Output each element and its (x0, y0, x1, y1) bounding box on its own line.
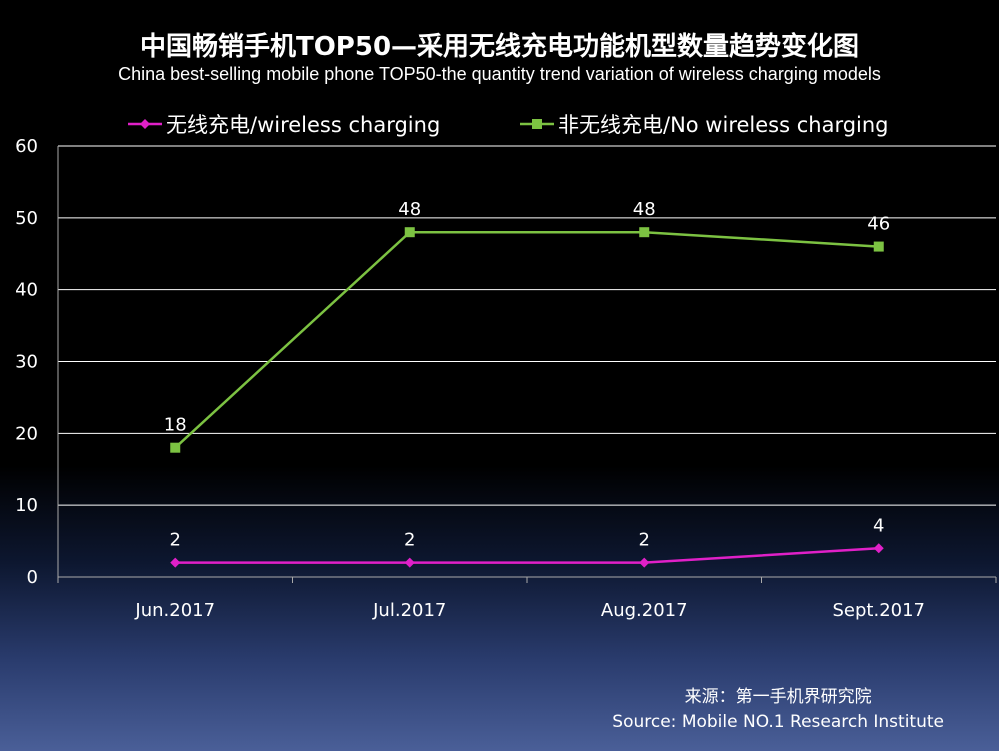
data-label-wireless: 4 (873, 515, 884, 536)
legend-item-wireless: 无线充电/wireless charging (128, 110, 440, 138)
data-label-no_wireless: 46 (867, 214, 890, 235)
data-point-wireless (170, 557, 181, 568)
data-point-no_wireless (873, 241, 884, 252)
chart-title: 中国畅销手机TOP50—采用无线充电功能机型数量趋势变化图 (139, 32, 860, 62)
data-label-no_wireless: 48 (633, 199, 656, 220)
data-label-wireless: 2 (404, 530, 415, 551)
x-tick-label: Sept.2017 (832, 600, 925, 621)
y-tick-label: 40 (15, 280, 38, 301)
series-line-no_wireless (174, 230, 879, 449)
y-tick-label: 20 (15, 423, 38, 444)
y-tick-label: 50 (15, 208, 38, 229)
data-label-wireless: 2 (170, 530, 181, 551)
data-point-wireless (404, 557, 415, 568)
y-tick-label: 10 (15, 495, 38, 516)
data-point-no_wireless (404, 227, 415, 238)
data-point-wireless (639, 557, 650, 568)
source-line-en: Source: Mobile NO.1 Research Institute (612, 712, 944, 732)
data-point-no_wireless (639, 227, 650, 238)
data-point-wireless (873, 543, 884, 554)
data-label-wireless: 2 (639, 530, 650, 551)
legend-marker-diamond-icon (128, 119, 162, 129)
data-point-no_wireless (170, 442, 181, 453)
legend: 无线充电/wireless charging 非无线充电/No wireless… (0, 110, 999, 138)
chart-subtitle: China best-selling mobile phone TOP50-th… (118, 64, 881, 84)
y-tick-label: 60 (15, 136, 38, 157)
legend-label-wireless: 无线充电/wireless charging (166, 113, 441, 137)
source-line-cn: 来源：第一手机界研究院 (684, 687, 872, 707)
data-label-no_wireless: 48 (398, 199, 421, 220)
x-tick-label: Jun.2017 (134, 600, 215, 621)
series-line-wireless (175, 547, 879, 564)
legend-item-no-wireless: 非无线充电/No wireless charging (520, 110, 889, 138)
legend-label-no-wireless: 非无线充电/No wireless charging (558, 113, 889, 137)
source-note: 来源：第一手机界研究院 Source: Mobile NO.1 Research… (612, 685, 944, 735)
x-tick-label: Jul.2017 (372, 600, 446, 621)
legend-marker-square-icon (520, 119, 554, 129)
data-label-no_wireless: 18 (164, 415, 187, 436)
y-tick-label: 30 (15, 352, 38, 373)
x-tick-label: Aug.2017 (601, 600, 688, 621)
y-tick-label: 0 (27, 567, 38, 588)
